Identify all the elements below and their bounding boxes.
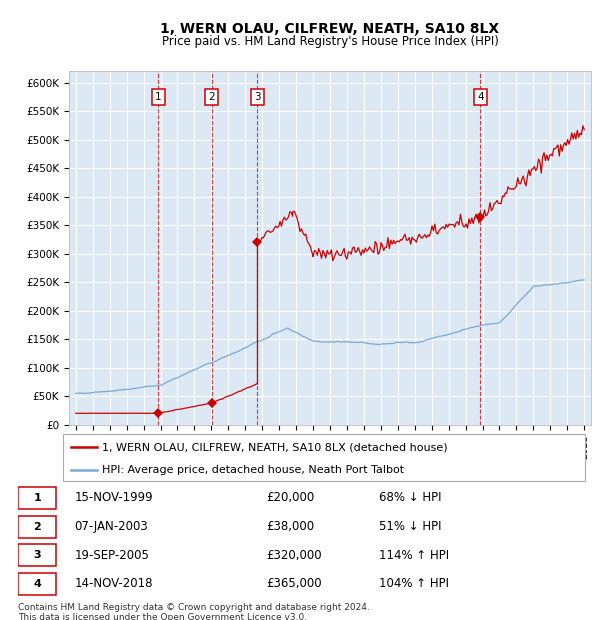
FancyBboxPatch shape: [18, 487, 56, 509]
Text: 1: 1: [155, 92, 161, 102]
Text: 104% ↑ HPI: 104% ↑ HPI: [379, 577, 449, 590]
Text: 68% ↓ HPI: 68% ↓ HPI: [379, 492, 442, 505]
FancyBboxPatch shape: [63, 434, 585, 481]
Text: £365,000: £365,000: [266, 577, 322, 590]
Text: 2: 2: [34, 521, 41, 531]
Text: 15-NOV-1999: 15-NOV-1999: [74, 492, 153, 505]
Text: 2: 2: [208, 92, 215, 102]
Text: 07-JAN-2003: 07-JAN-2003: [74, 520, 148, 533]
Text: Contains HM Land Registry data © Crown copyright and database right 2024.
This d: Contains HM Land Registry data © Crown c…: [18, 603, 370, 620]
Text: 4: 4: [477, 92, 484, 102]
Text: 51% ↓ HPI: 51% ↓ HPI: [379, 520, 442, 533]
Text: HPI: Average price, detached house, Neath Port Talbot: HPI: Average price, detached house, Neat…: [102, 465, 404, 476]
Text: 3: 3: [254, 92, 261, 102]
FancyBboxPatch shape: [18, 573, 56, 595]
Text: 1: 1: [34, 493, 41, 503]
Text: 114% ↑ HPI: 114% ↑ HPI: [379, 549, 449, 562]
Text: 4: 4: [33, 579, 41, 589]
FancyBboxPatch shape: [18, 544, 56, 566]
Text: £320,000: £320,000: [266, 549, 322, 562]
Text: 1, WERN OLAU, CILFREW, NEATH, SA10 8LX: 1, WERN OLAU, CILFREW, NEATH, SA10 8LX: [160, 22, 500, 36]
Text: 14-NOV-2018: 14-NOV-2018: [74, 577, 153, 590]
Text: £38,000: £38,000: [266, 520, 314, 533]
Text: £20,000: £20,000: [266, 492, 314, 505]
FancyBboxPatch shape: [18, 516, 56, 538]
Text: 19-SEP-2005: 19-SEP-2005: [74, 549, 149, 562]
Text: 1, WERN OLAU, CILFREW, NEATH, SA10 8LX (detached house): 1, WERN OLAU, CILFREW, NEATH, SA10 8LX (…: [102, 442, 448, 452]
Text: Price paid vs. HM Land Registry's House Price Index (HPI): Price paid vs. HM Land Registry's House …: [161, 35, 499, 48]
Text: 3: 3: [34, 551, 41, 560]
